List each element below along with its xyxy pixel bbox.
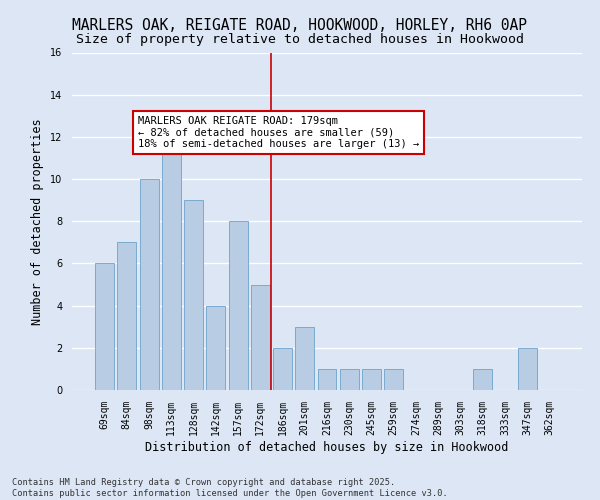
Bar (362, 369, 381, 390)
Bar (473, 369, 492, 390)
Bar (273, 348, 292, 390)
Bar (206, 306, 225, 390)
Bar (251, 284, 270, 390)
Bar (518, 348, 536, 390)
Bar (384, 369, 403, 390)
Bar (162, 116, 181, 390)
Text: MARLERS OAK, REIGATE ROAD, HOOKWOOD, HORLEY, RH6 0AP: MARLERS OAK, REIGATE ROAD, HOOKWOOD, HOR… (73, 18, 527, 32)
Bar (184, 200, 203, 390)
Bar (118, 242, 136, 390)
Bar (95, 264, 114, 390)
Bar (340, 369, 359, 390)
Text: Size of property relative to detached houses in Hookwood: Size of property relative to detached ho… (76, 32, 524, 46)
Bar (295, 326, 314, 390)
X-axis label: Distribution of detached houses by size in Hookwood: Distribution of detached houses by size … (145, 440, 509, 454)
Text: MARLERS OAK REIGATE ROAD: 179sqm
← 82% of detached houses are smaller (59)
18% o: MARLERS OAK REIGATE ROAD: 179sqm ← 82% o… (138, 116, 419, 149)
Y-axis label: Number of detached properties: Number of detached properties (31, 118, 44, 324)
Bar (140, 179, 158, 390)
Bar (317, 369, 337, 390)
Bar (229, 221, 248, 390)
Text: Contains HM Land Registry data © Crown copyright and database right 2025.
Contai: Contains HM Land Registry data © Crown c… (12, 478, 448, 498)
